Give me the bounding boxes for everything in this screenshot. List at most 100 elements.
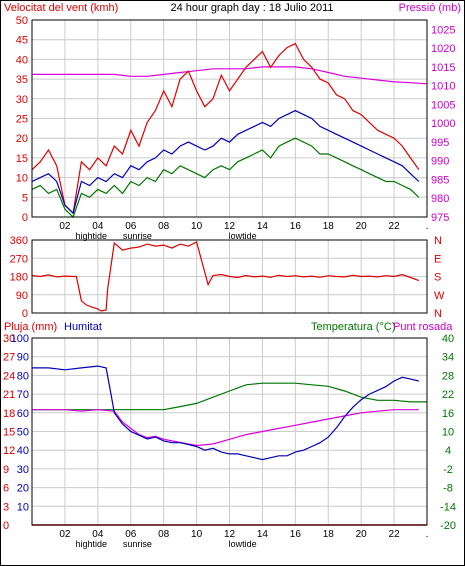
wind-hour-tick: 04 [92,221,104,232]
direction-compass-tick: N [434,235,442,247]
direction-series-direction [31,241,420,312]
wind-event-sunrise: sunrise [123,231,152,241]
bottom-plot-frame [31,337,428,526]
temperature-label: Temperatura (°C) [311,321,395,333]
bottom-hour-tick: 20 [356,529,368,540]
humidity-tick: 40 [17,445,29,457]
wind-speed-tick: 20 [16,133,28,145]
pressure-tick: 995 [431,137,449,149]
wind-speed-tick: 0 [22,212,28,224]
rain-tick: 24 [3,370,15,382]
rain-tick: 9 [3,464,9,476]
humidity-tick: 20 [17,483,29,495]
wind-series-pressure [32,66,428,85]
bottom-hour-tick: 10 [191,529,203,540]
bottom-hour-tick: 14 [257,529,269,540]
pressure-tick: 1005 [431,99,455,111]
rain-humidity-temperature-panel: 036912151821242730102030405060708090100 … [3,333,456,549]
wind-hour-tick: 22 [389,221,401,232]
wind-series [31,42,428,219]
wind-series-min [31,137,420,219]
temperature-tick: 34 [442,352,454,364]
bottom-event-sunrise: sunrise [123,539,152,549]
direction-degrees-axis: 0 90 180 270 360 [10,235,28,320]
pressure-tick: 990 [431,156,449,168]
humidity-label: Humitat [64,321,102,333]
direction-compass-tick: S [434,272,441,284]
bottom-hour-tick: 16 [290,529,302,540]
temperature-tick: -8 [443,483,453,495]
humidity-tick: 10 [17,501,29,513]
pressure-tick: 1020 [431,43,455,55]
direction-degree-tick: 360 [10,235,28,247]
rain-tick: 18 [3,408,15,420]
wind-hour-tick: 08 [158,221,170,232]
wind-hour-tick: 18 [323,221,335,232]
temperature-axis: -20 -14 -8 -2 4 10 16 22 28 34 40 [440,333,456,532]
wind-time-axis: 02 04 06 08 10 12 14 16 18 20 22 . hightide sunrise lo… [59,221,428,241]
direction-compass-tick: W [434,290,445,302]
rain-tick: 21 [3,389,15,401]
rain-tick: 12 [3,445,15,457]
bottom-hour-tick: 18 [323,529,335,540]
bottom-hour-tick: 02 [59,529,71,540]
wind-hour-tick: 14 [257,221,269,232]
wind-hour-tick: 10 [191,221,203,232]
rain-tick: 6 [3,483,9,495]
direction-degree-tick: 180 [10,272,28,284]
bottom-event-lowtide: lowtide [229,539,257,549]
humidity-tick: 50 [17,427,29,439]
pressure-tick: 1015 [431,62,455,74]
humidity-tick: 80 [17,370,29,382]
bottom-event-hightide: hightide [75,539,107,549]
pressure-title: Pressió (mb) [399,2,461,14]
bottom-hour-tick: 06 [125,529,137,540]
wind-series-avg [31,109,420,215]
temperature-tick: -2 [443,464,453,476]
temperature-tick: 16 [442,408,454,420]
rain-tick: 30 [3,333,15,345]
wind-hour-tick: 12 [224,221,236,232]
pressure-tick: 1025 [431,24,455,36]
pressure-tick: 1010 [431,81,455,93]
bottom-time-axis: 02 04 06 08 10 12 14 16 18 20 22 . hightide sunrise lo… [59,529,428,549]
rain-tick: 3 [3,501,9,513]
wind-event-hightide: hightide [75,231,107,241]
pressure-tick: 975 [431,212,449,224]
direction-series [31,241,420,312]
bottom-hour-tick: 22 [389,529,401,540]
pressure-axis: 975 980 985 990 995 1000 1005 1010 1015 1020 1025 [431,24,455,224]
rain-tick: 15 [3,427,15,439]
direction-plot-frame [31,239,428,314]
graph-day-title: 24 hour graph day : 18 Julio 2011 [170,2,333,14]
wind-speed-tick: 30 [16,94,28,106]
pressure-tick: 985 [431,174,449,186]
wind-speed-title: Velocitat del vent (kmh) [4,2,118,14]
bottom-hour-tick: 08 [158,529,170,540]
wind-speed-tick: 15 [16,153,28,165]
wind-speed-tick: 25 [16,114,28,126]
humidity-tick: 90 [17,352,29,364]
rain-tick: 27 [3,352,15,364]
bottom-hour-tick: 04 [92,529,104,540]
bottom-series-dew_point [32,409,419,447]
temperature-tick: 10 [442,427,454,439]
dew-point-label: Punt rosada [393,321,453,333]
wind-hour-tick: 16 [290,221,302,232]
humidity-tick: 30 [17,464,29,476]
rain-humidity-axis: 0 3 6 9 12 15 18 21 24 27 30 10 20 30 40 50 60 70 80 90 100 [3,333,29,532]
temperature-tick: -14 [440,501,456,513]
temperature-tick: 40 [442,333,454,345]
direction-compass-tick: E [434,253,441,265]
pressure-tick: 1000 [431,118,455,130]
wind-speed-tick: 50 [16,15,28,27]
temperature-tick: 28 [442,370,454,382]
wind-speed-tick: 45 [16,35,28,47]
wind-hour-tick: 20 [356,221,368,232]
